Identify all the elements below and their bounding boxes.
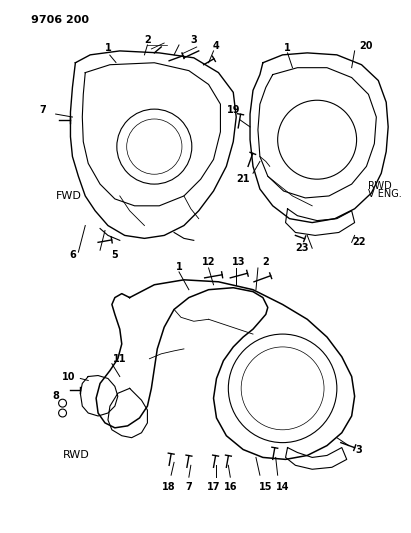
Text: FWD: FWD [55, 191, 81, 201]
Text: 15: 15 [259, 482, 272, 492]
Text: 1: 1 [284, 43, 291, 53]
Text: 20: 20 [360, 41, 373, 51]
Text: 8: 8 [52, 391, 59, 401]
Text: 3: 3 [190, 35, 197, 45]
Text: 22: 22 [352, 237, 365, 247]
Text: V ENG.: V ENG. [368, 189, 402, 199]
Text: 21: 21 [236, 174, 250, 184]
Text: 13: 13 [231, 257, 245, 267]
Text: 17: 17 [207, 482, 220, 492]
Text: RWD: RWD [368, 181, 392, 191]
Text: 16: 16 [224, 482, 237, 492]
Text: 14: 14 [276, 482, 289, 492]
Text: 12: 12 [202, 257, 215, 267]
Text: 1: 1 [104, 43, 111, 53]
Text: 23: 23 [296, 243, 309, 253]
Text: 1: 1 [175, 262, 182, 272]
Text: 2: 2 [144, 35, 151, 45]
Text: 7: 7 [39, 105, 46, 115]
Text: 7: 7 [185, 482, 192, 492]
Text: 10: 10 [62, 372, 75, 382]
Text: 4: 4 [213, 41, 220, 51]
Text: 5: 5 [111, 250, 118, 260]
Text: 2: 2 [263, 257, 269, 267]
Text: RWD: RWD [62, 450, 89, 461]
Text: 18: 18 [162, 482, 176, 492]
Text: 3: 3 [355, 445, 362, 455]
Text: 6: 6 [69, 250, 76, 260]
Text: 9706 200: 9706 200 [31, 15, 89, 26]
Text: 11: 11 [113, 354, 127, 364]
Text: 19: 19 [226, 105, 240, 115]
